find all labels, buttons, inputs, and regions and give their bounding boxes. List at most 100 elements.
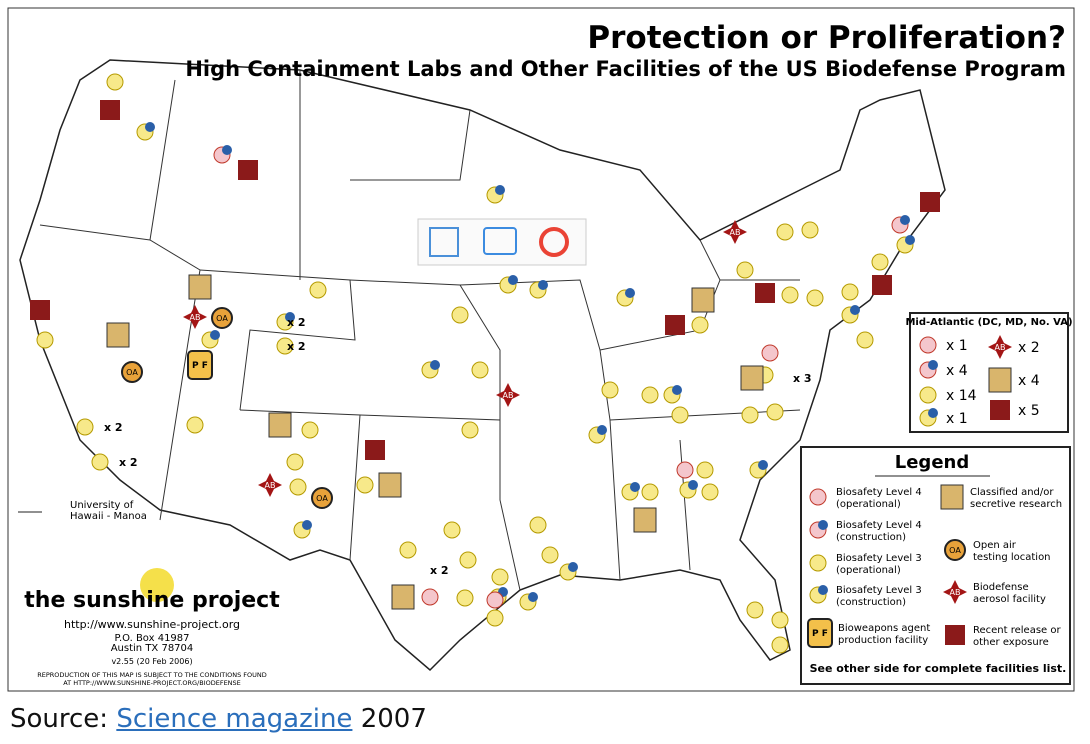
bsl3c-icon bbox=[499, 275, 518, 294]
helmet bbox=[568, 562, 578, 572]
bsl3-icon bbox=[76, 418, 94, 436]
biohazard bbox=[771, 636, 789, 654]
google-button[interactable] bbox=[539, 227, 569, 257]
count-callout: x 2 bbox=[287, 340, 306, 353]
aerosol-icon: AB bbox=[943, 580, 967, 604]
helmet bbox=[928, 408, 938, 418]
bsl3-icon bbox=[641, 483, 659, 501]
bsl4-icon bbox=[809, 488, 827, 506]
bsl3-icon bbox=[801, 221, 819, 239]
icon-label: AB bbox=[730, 228, 741, 237]
legend-label: Biosafety Level 3 bbox=[836, 585, 922, 596]
count-callout: x 2 bbox=[287, 316, 306, 329]
icon-label: AB bbox=[265, 481, 276, 490]
icon-label: AB bbox=[190, 313, 201, 322]
bsl3-icon bbox=[186, 416, 204, 434]
biohazard bbox=[289, 478, 307, 496]
release-icon bbox=[872, 275, 892, 295]
biohazard bbox=[541, 546, 559, 564]
bsl3-icon bbox=[471, 361, 489, 379]
factory bbox=[872, 275, 892, 295]
bsl3c-icon bbox=[519, 592, 538, 611]
helmet bbox=[222, 145, 232, 155]
biohazard bbox=[736, 261, 754, 279]
star bbox=[988, 335, 1012, 359]
legend-label: (operational) bbox=[836, 499, 901, 510]
bsl3-icon bbox=[529, 516, 547, 534]
star bbox=[496, 383, 520, 407]
bsl3c-icon bbox=[136, 122, 155, 141]
bsl3-icon bbox=[399, 541, 417, 559]
sunshine-notice: AT HTTP://WWW.SUNSHINE-PROJECT.ORG/BIODE… bbox=[63, 679, 241, 687]
biohazard bbox=[91, 453, 109, 471]
count-callout: x 3 bbox=[793, 372, 812, 385]
icon-label: AB bbox=[503, 391, 514, 400]
bsl3c-icon bbox=[841, 305, 860, 324]
biohazard bbox=[461, 421, 479, 439]
icon-label: P F bbox=[192, 361, 208, 371]
release-icon bbox=[920, 192, 940, 212]
edit-button[interactable] bbox=[429, 227, 459, 257]
bsl3-icon bbox=[309, 281, 327, 299]
factory bbox=[30, 300, 50, 320]
prod-icon: P F bbox=[807, 618, 833, 648]
helmet bbox=[818, 520, 828, 530]
bsl3c-icon bbox=[293, 520, 312, 539]
release-icon bbox=[238, 160, 258, 180]
portrait bbox=[188, 274, 212, 300]
star bbox=[183, 305, 207, 329]
caption-prefix: Source: bbox=[10, 704, 109, 734]
legend-label: testing location bbox=[973, 552, 1051, 563]
source-link[interactable]: Science magazine bbox=[116, 704, 353, 734]
bomb bbox=[944, 539, 966, 561]
comment-button[interactable] bbox=[483, 227, 517, 255]
icon-label: OA bbox=[316, 494, 328, 503]
sun-logo bbox=[140, 568, 174, 602]
bsl3-icon bbox=[691, 316, 709, 334]
bsl3-icon bbox=[601, 381, 619, 399]
caption-suffix: 2007 bbox=[360, 704, 427, 734]
legend-label: Biodefense bbox=[973, 582, 1029, 593]
biohazard bbox=[871, 253, 889, 271]
bsl3c-icon bbox=[663, 385, 682, 404]
helmet bbox=[538, 280, 548, 290]
biohazard bbox=[641, 386, 659, 404]
bsl3c-icon bbox=[201, 330, 220, 349]
helmet bbox=[210, 330, 220, 340]
biohazard bbox=[471, 361, 489, 379]
biohazard bbox=[529, 516, 547, 534]
legend-label: (operational) bbox=[836, 565, 901, 576]
mid-atlantic-count: x 1 bbox=[946, 411, 968, 427]
portrait bbox=[691, 287, 715, 313]
bsl3-icon bbox=[841, 283, 859, 301]
release-icon bbox=[755, 283, 775, 303]
legend-title: Legend bbox=[895, 452, 969, 473]
factory bbox=[365, 440, 385, 460]
biohazard bbox=[286, 453, 304, 471]
sunshine-notice: REPRODUCTION OF THIS MAP IS SUBJECT TO T… bbox=[37, 671, 267, 679]
bsl3-icon bbox=[106, 73, 124, 91]
biohazard bbox=[809, 554, 827, 572]
biohazard bbox=[746, 601, 764, 619]
biohazard bbox=[36, 331, 54, 349]
bsl3c-icon bbox=[486, 185, 505, 204]
hawaii-label: Hawaii - Manoa bbox=[70, 511, 147, 522]
legend-label: Bioweapons agent bbox=[838, 623, 930, 634]
bsl3-icon bbox=[356, 476, 374, 494]
star bbox=[723, 220, 747, 244]
icon-label: AB bbox=[950, 588, 961, 597]
biohazard bbox=[671, 406, 689, 424]
bsl3-icon bbox=[459, 551, 477, 569]
sunshine-address: Austin TX 78704 bbox=[111, 643, 194, 654]
bsl3-icon bbox=[781, 286, 799, 304]
helmet bbox=[818, 585, 828, 595]
biohazard bbox=[76, 418, 94, 436]
bsl3c-icon bbox=[809, 585, 828, 604]
portrait bbox=[268, 412, 292, 438]
bsl3-icon bbox=[36, 331, 54, 349]
biohazard bbox=[761, 344, 779, 362]
bsl3-icon bbox=[486, 609, 504, 627]
biohazard bbox=[443, 521, 461, 539]
biohazard bbox=[741, 406, 759, 424]
